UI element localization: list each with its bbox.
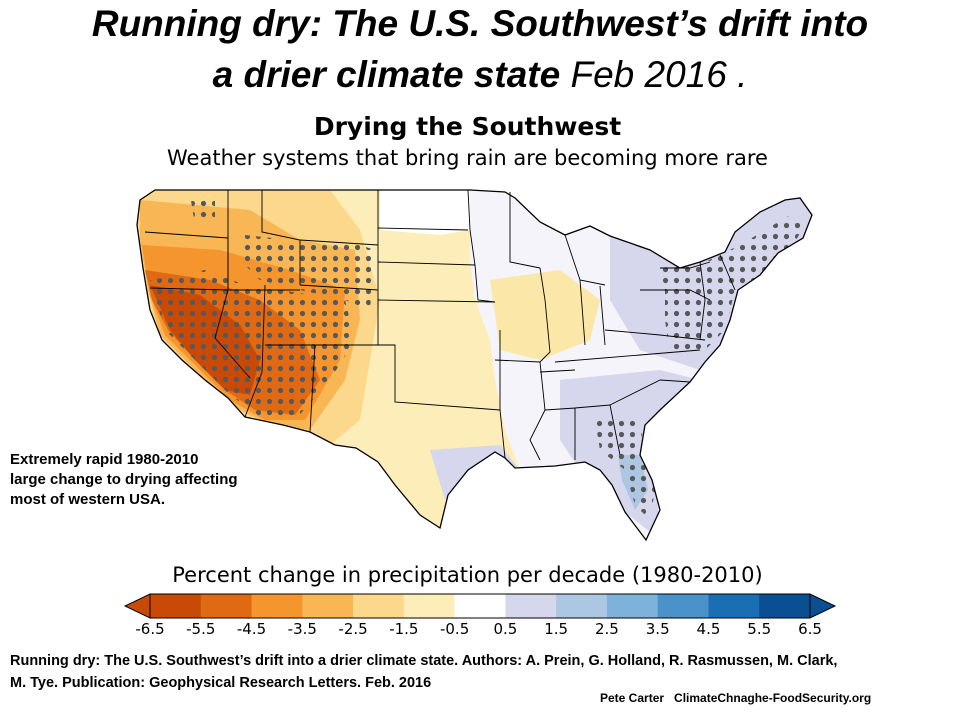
fill-gulf-wet xyxy=(430,445,520,500)
colorbar-segment xyxy=(556,594,608,618)
main-title-line1: Running dry: The U.S. Southwest’s drift … xyxy=(91,3,869,44)
colorbar-segment xyxy=(657,594,709,618)
colorbar-segment xyxy=(200,594,253,618)
drying-annotation: Extremely rapid 1980-2010 large change t… xyxy=(10,450,280,510)
colorbar-tick-label: 2.5 xyxy=(594,620,619,638)
colorbar-tick-label: 5.5 xyxy=(747,620,772,638)
citation-line-2: M. Tye. Publication: Geophysical Researc… xyxy=(10,675,432,691)
credit-site: ClimateChnaghe-FoodSecurity.org xyxy=(674,691,872,705)
colorbar-segment xyxy=(759,594,811,618)
colorbar-tick-label: -2.5 xyxy=(338,620,368,638)
annotation-line-1: Extremely rapid 1980-2010 xyxy=(10,451,199,468)
colorbar-segment xyxy=(454,594,506,618)
colorbar-segment xyxy=(606,594,659,618)
colorbar-segment xyxy=(302,594,354,618)
credit-author: Pete Carter xyxy=(600,691,665,705)
colorbar-tick-label: -4.5 xyxy=(236,620,267,638)
colorbar-frame xyxy=(149,593,811,619)
colorbar-ticks: -6.5 -5.5 -4.5 -3.5 -2.5 -1.5 -0.5 0.5 1.5 2.5 3.5… xyxy=(0,620,960,642)
colorbar-segment xyxy=(403,594,456,618)
country-outline xyxy=(136,189,813,542)
colorbar-tick-label: -3.5 xyxy=(287,620,317,638)
colorbar-segment xyxy=(150,594,202,618)
colorbar-tick-label: -1.5 xyxy=(389,620,419,638)
colorbar-segment xyxy=(505,594,557,618)
colorbar-segment xyxy=(708,594,760,618)
annotation-line-3: most of western USA. xyxy=(10,491,166,508)
colorbar-tick-label: 1.5 xyxy=(544,620,569,638)
colorbar-segment xyxy=(251,594,303,618)
fill-midwest-dry xyxy=(490,270,600,360)
colorbar-tick-label: -6.5 xyxy=(135,620,165,638)
colorbar-tick-label: 3.5 xyxy=(645,620,670,638)
state-borders xyxy=(144,189,736,461)
colorbar xyxy=(123,593,837,619)
colorbar-tick-label: 4.5 xyxy=(696,620,721,638)
colorbar-tick-label: 6.5 xyxy=(798,620,822,638)
colorbar-tick-label: -0.5 xyxy=(439,620,470,638)
main-title-date: Feb 2016 . xyxy=(570,54,748,95)
colorbar-label: Percent change in precipitation per deca… xyxy=(172,563,763,587)
citation-line-1: Running dry: The U.S. Southwest’s drift … xyxy=(10,653,838,669)
precipitation-change-map xyxy=(136,189,813,542)
main-title-line2-text: a drier climate state xyxy=(212,54,561,95)
map-subtitle: Weather systems that bring rain are beco… xyxy=(167,146,768,170)
credit: Pete Carter ClimateChnaghe-FoodSecurity.… xyxy=(600,691,871,705)
colorbar-segment xyxy=(353,594,405,618)
fill-near-zero-north xyxy=(380,190,470,235)
colorbar-arrow-right xyxy=(809,593,837,619)
main-title-line2: a drier climate state Feb 2016 . xyxy=(0,53,960,97)
colorbar-tick-label: -5.5 xyxy=(186,620,216,638)
citation: Running dry: The U.S. Southwest’s drift … xyxy=(10,650,955,694)
map-title: Drying the Southwest xyxy=(313,112,622,141)
colorbar-tick-label: 0.5 xyxy=(493,620,518,638)
colorbar-arrow-left xyxy=(123,593,151,619)
annotation-line-2: large change to drying affecting xyxy=(10,471,238,488)
